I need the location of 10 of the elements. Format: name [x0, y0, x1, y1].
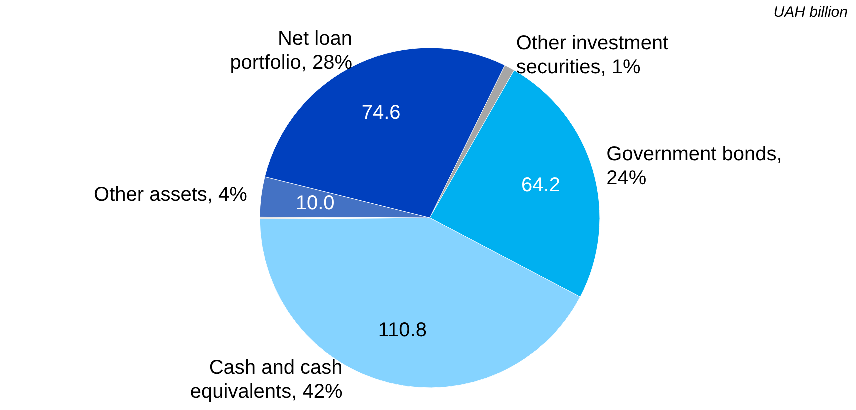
text: UAH billion: [774, 4, 848, 21]
data-label: 64.2: [522, 174, 560, 197]
slice-label: Other investment securities, 1%: [516, 32, 670, 79]
slice-label: Net loan portfolio, 28%: [230, 28, 353, 74]
data-label: 10.0: [296, 192, 335, 215]
data-label: 74.6: [362, 102, 401, 124]
slice-label: Other assets, 4%: [94, 184, 248, 206]
data-label: 110.8: [378, 319, 427, 342]
slice-label: Government bonds, 24%: [606, 144, 782, 190]
slice-label: Cash and cash equivalents, 42%: [190, 357, 343, 403]
